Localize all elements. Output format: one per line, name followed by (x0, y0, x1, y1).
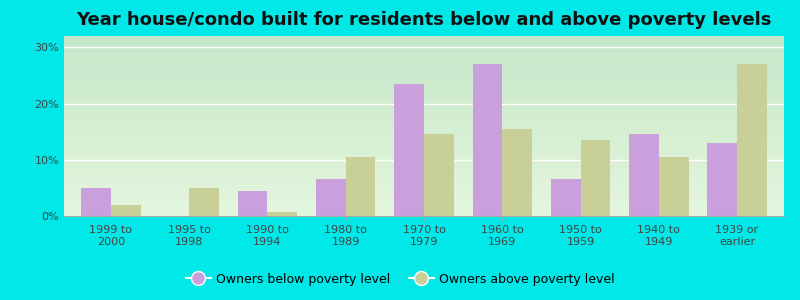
Title: Year house/condo built for residents below and above poverty levels: Year house/condo built for residents bel… (76, 11, 772, 29)
Legend: Owners below poverty level, Owners above poverty level: Owners below poverty level, Owners above… (181, 268, 619, 291)
Bar (111, 205, 141, 216)
Bar (316, 179, 346, 216)
Bar (629, 134, 658, 216)
Bar (550, 179, 581, 216)
Bar (82, 188, 111, 216)
Bar (267, 212, 298, 216)
Bar (737, 64, 766, 216)
Bar (424, 134, 454, 216)
Bar (394, 84, 424, 216)
Bar (346, 157, 375, 216)
Bar (581, 140, 610, 216)
Bar (658, 157, 689, 216)
Bar (473, 64, 502, 216)
Bar (238, 191, 267, 216)
Bar (190, 188, 219, 216)
Bar (502, 129, 532, 216)
Bar (707, 143, 737, 216)
